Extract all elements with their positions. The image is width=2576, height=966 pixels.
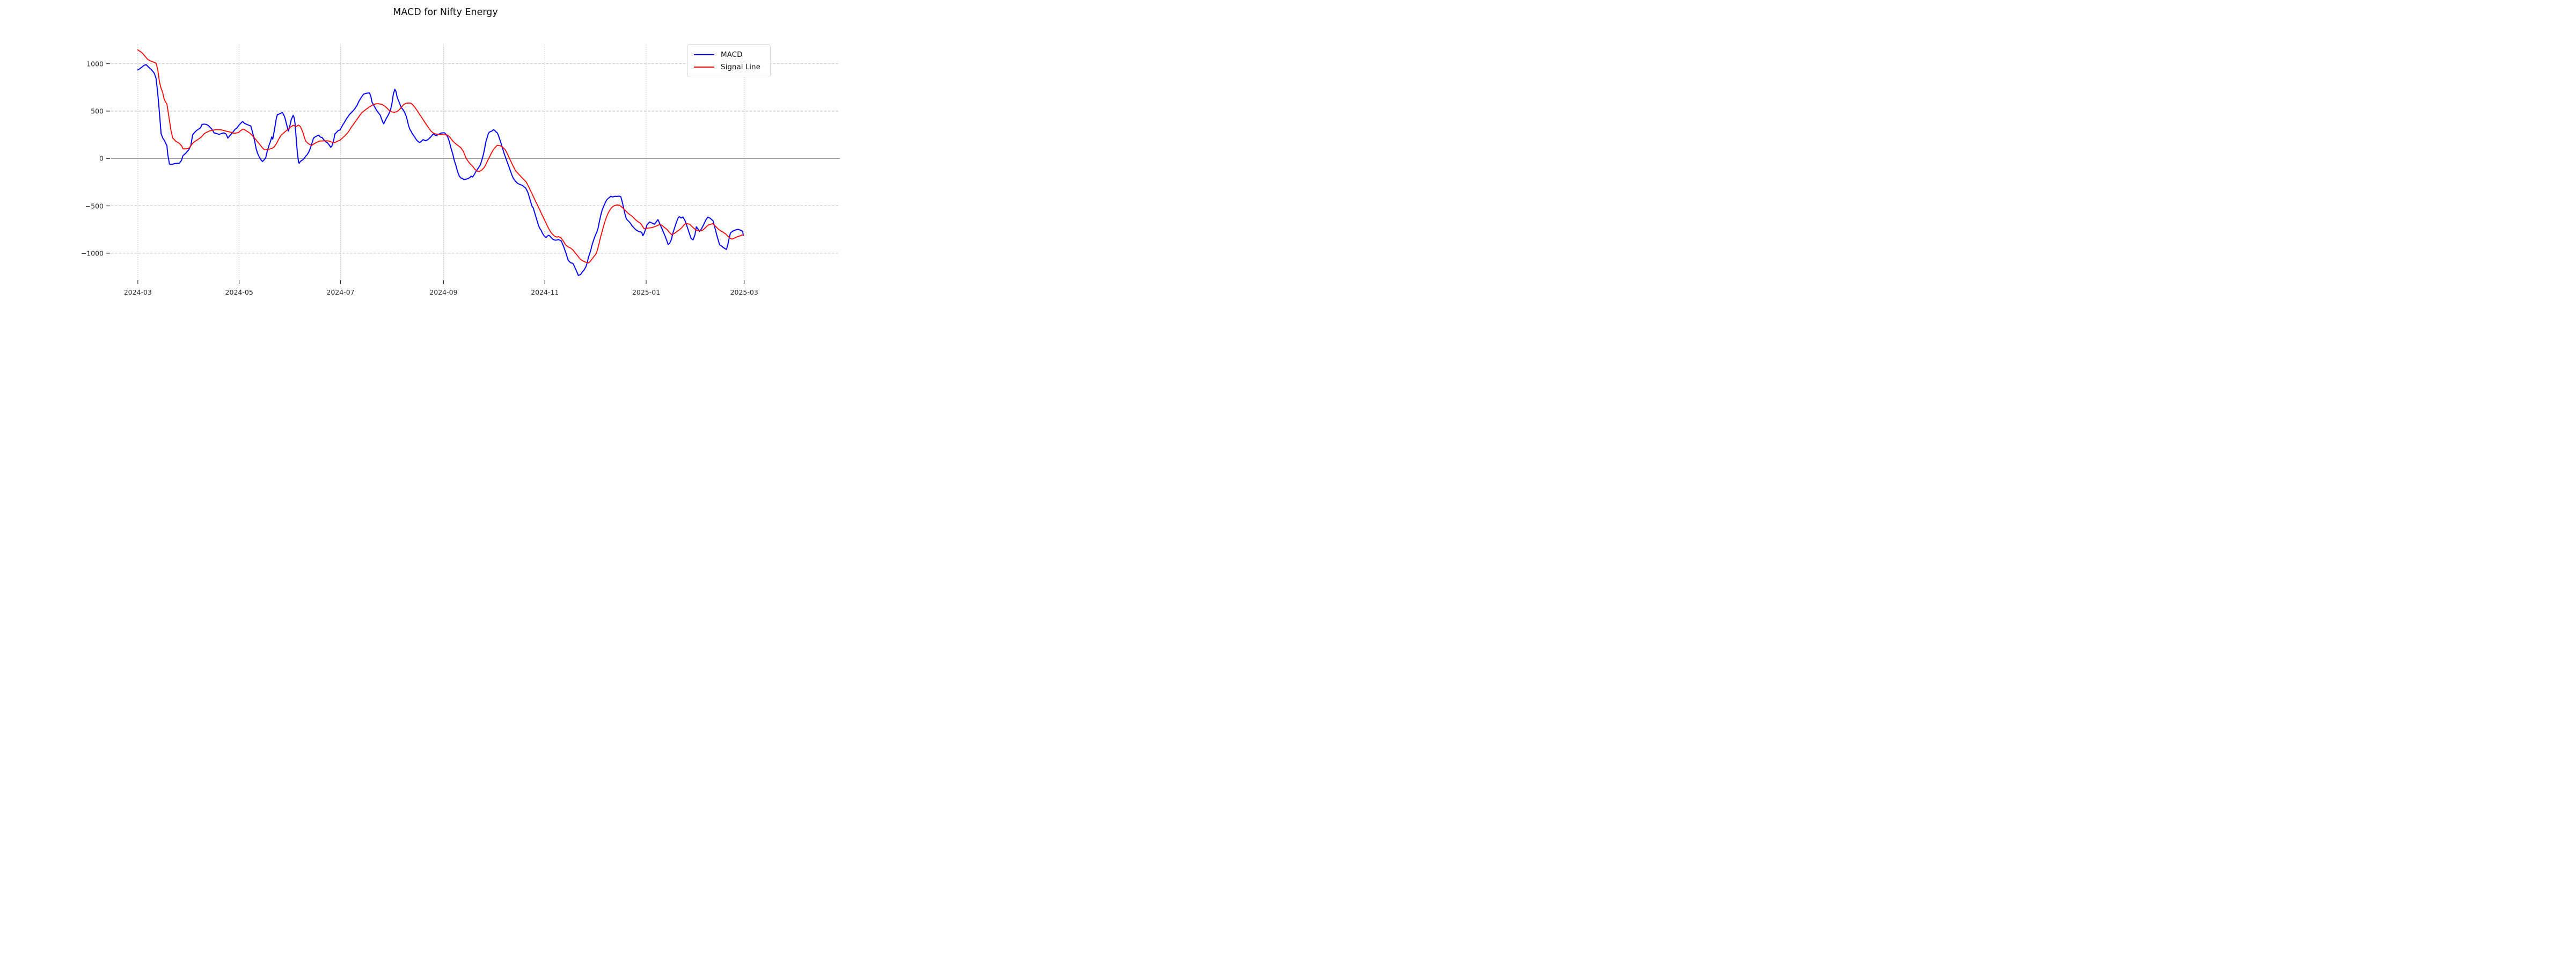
y-tick-label: 0 [99,154,104,163]
x-tick-label: 2024-11 [531,288,559,296]
y-tick-label: −500 [85,202,104,210]
y-tick-label: 500 [91,107,104,115]
legend-entry-signal: Signal Line [694,61,765,73]
x-tick-label: 2024-07 [326,288,355,296]
series-line-signal-line [137,49,744,264]
x-tick-label: 2024-05 [225,288,253,296]
signal-line-swatch [694,66,714,68]
y-tick-label: −1000 [80,249,104,258]
x-tick-label: 2024-03 [123,288,152,296]
legend-label-signal: Signal Line [721,62,760,71]
y-tick-label: 1000 [86,60,104,68]
legend-entry-macd: MACD [694,48,765,61]
x-tick-label: 2024-09 [429,288,458,296]
macd-line-swatch [694,54,714,55]
x-tick-label: 2025-01 [632,288,661,296]
series-line-macd [137,64,744,276]
macd-chart-figure: MACD for Nifty Energy 2024-03 2024-05 2024… [0,0,859,322]
legend-label-macd: MACD [721,50,743,59]
x-tick-label: 2025-03 [730,288,758,296]
legend-box: MACD Signal Line [687,44,771,77]
plot-area [106,45,840,284]
chart-title: MACD for Nifty Energy [393,7,498,18]
